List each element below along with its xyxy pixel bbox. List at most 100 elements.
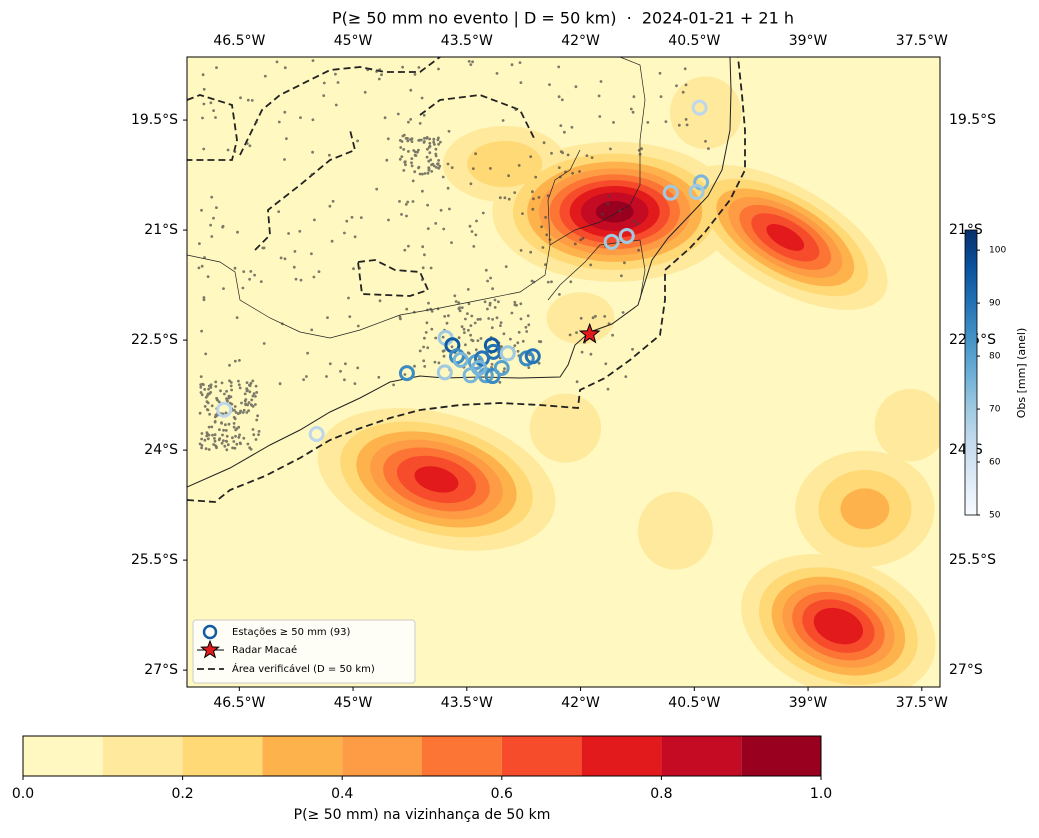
colorbar-segment	[342, 736, 422, 776]
station-dot	[558, 175, 562, 179]
station-dot	[640, 147, 643, 151]
y-tick-label-right: 27°S	[949, 662, 983, 678]
station-dot	[221, 433, 224, 437]
station-dot	[403, 160, 407, 164]
x-tick-label: 42°W	[561, 695, 600, 711]
station-dot	[476, 339, 480, 342]
station-dot	[231, 446, 235, 450]
station-dot	[378, 299, 382, 303]
station-dot	[224, 429, 228, 432]
station-dot	[409, 88, 413, 92]
station-dot	[594, 314, 597, 318]
observation-ring	[448, 348, 465, 365]
station-dot	[550, 280, 553, 284]
station-dot	[603, 315, 607, 318]
station-dot	[387, 218, 390, 222]
station-dot	[417, 66, 421, 69]
x-tick-label: 40.5°W	[668, 695, 720, 711]
station-dot	[242, 408, 246, 412]
station-dot	[220, 441, 224, 445]
colorbar-segment	[422, 736, 502, 776]
station-dot	[214, 413, 218, 417]
station-dot	[377, 77, 381, 81]
station-dot	[254, 395, 257, 398]
station-dot	[507, 197, 511, 201]
station-dot	[232, 425, 236, 429]
station-dot	[247, 401, 251, 404]
station-dot	[204, 447, 208, 451]
station-dot	[203, 405, 207, 408]
station-dot	[540, 225, 543, 229]
x-tick-label-top: 45°W	[334, 33, 373, 49]
station-dot	[441, 335, 445, 339]
station-dot	[233, 266, 237, 270]
station-dot	[604, 362, 608, 366]
station-dot	[441, 175, 445, 179]
station-dot	[378, 68, 382, 71]
station-dot	[213, 437, 216, 440]
station-dot	[406, 200, 410, 204]
station-dot	[386, 137, 390, 141]
station-dot	[428, 137, 431, 141]
station-dot	[206, 275, 210, 278]
station-dot	[423, 136, 426, 140]
legend-label: Radar Macaé	[232, 644, 297, 656]
station-dot	[283, 66, 287, 70]
station-dot	[398, 157, 402, 161]
station-dot	[404, 163, 407, 167]
station-dot	[317, 270, 321, 273]
station-dot	[398, 200, 401, 203]
station-dot	[467, 352, 471, 355]
station-dot	[532, 280, 536, 284]
station-dot	[519, 317, 523, 321]
station-dot	[215, 206, 218, 210]
station-dot	[532, 197, 535, 201]
station-dot	[571, 171, 574, 175]
station-dot	[463, 331, 466, 334]
station-dot	[537, 361, 541, 365]
station-dot	[248, 390, 252, 394]
observation-ring	[216, 401, 233, 418]
station-dot	[241, 286, 245, 290]
station-dot	[356, 139, 359, 143]
x-tick-label: 37.5°W	[896, 695, 948, 711]
station-dot	[422, 359, 426, 363]
station-dot	[238, 433, 242, 437]
station-dot	[475, 219, 478, 223]
station-dot	[410, 140, 414, 144]
station-dot	[417, 166, 420, 170]
station-dot	[228, 379, 231, 383]
station-dot	[310, 252, 313, 256]
station-dot	[557, 95, 561, 99]
station-dot	[486, 307, 489, 311]
observation-ring	[470, 359, 487, 376]
station-dot	[474, 348, 478, 352]
verifiable-area-outline	[187, 57, 746, 503]
observation-ring	[473, 350, 490, 367]
station-dot	[229, 384, 233, 388]
station-dot	[251, 379, 255, 383]
station-dot	[409, 138, 412, 141]
station-dot	[277, 210, 281, 214]
station-dot	[237, 383, 241, 387]
station-dot	[208, 412, 212, 416]
observation-ring	[485, 343, 502, 360]
station-dot	[421, 245, 425, 249]
station-dot	[430, 163, 433, 167]
station-dot	[420, 278, 424, 282]
station-dot	[343, 378, 346, 382]
colorbar-segment	[501, 736, 582, 776]
station-dot	[209, 386, 213, 389]
station-dot	[328, 204, 332, 208]
station-dot	[200, 432, 204, 435]
station-dot	[418, 172, 422, 176]
station-dot	[232, 440, 236, 443]
station-dot	[206, 408, 210, 412]
station-dot	[473, 321, 477, 325]
station-dot	[510, 63, 514, 67]
station-dot	[328, 153, 331, 157]
station-dot	[215, 66, 218, 69]
station-dot	[441, 349, 445, 353]
y-tick-label: 25.5°S	[131, 552, 178, 568]
station-dot	[225, 434, 229, 438]
